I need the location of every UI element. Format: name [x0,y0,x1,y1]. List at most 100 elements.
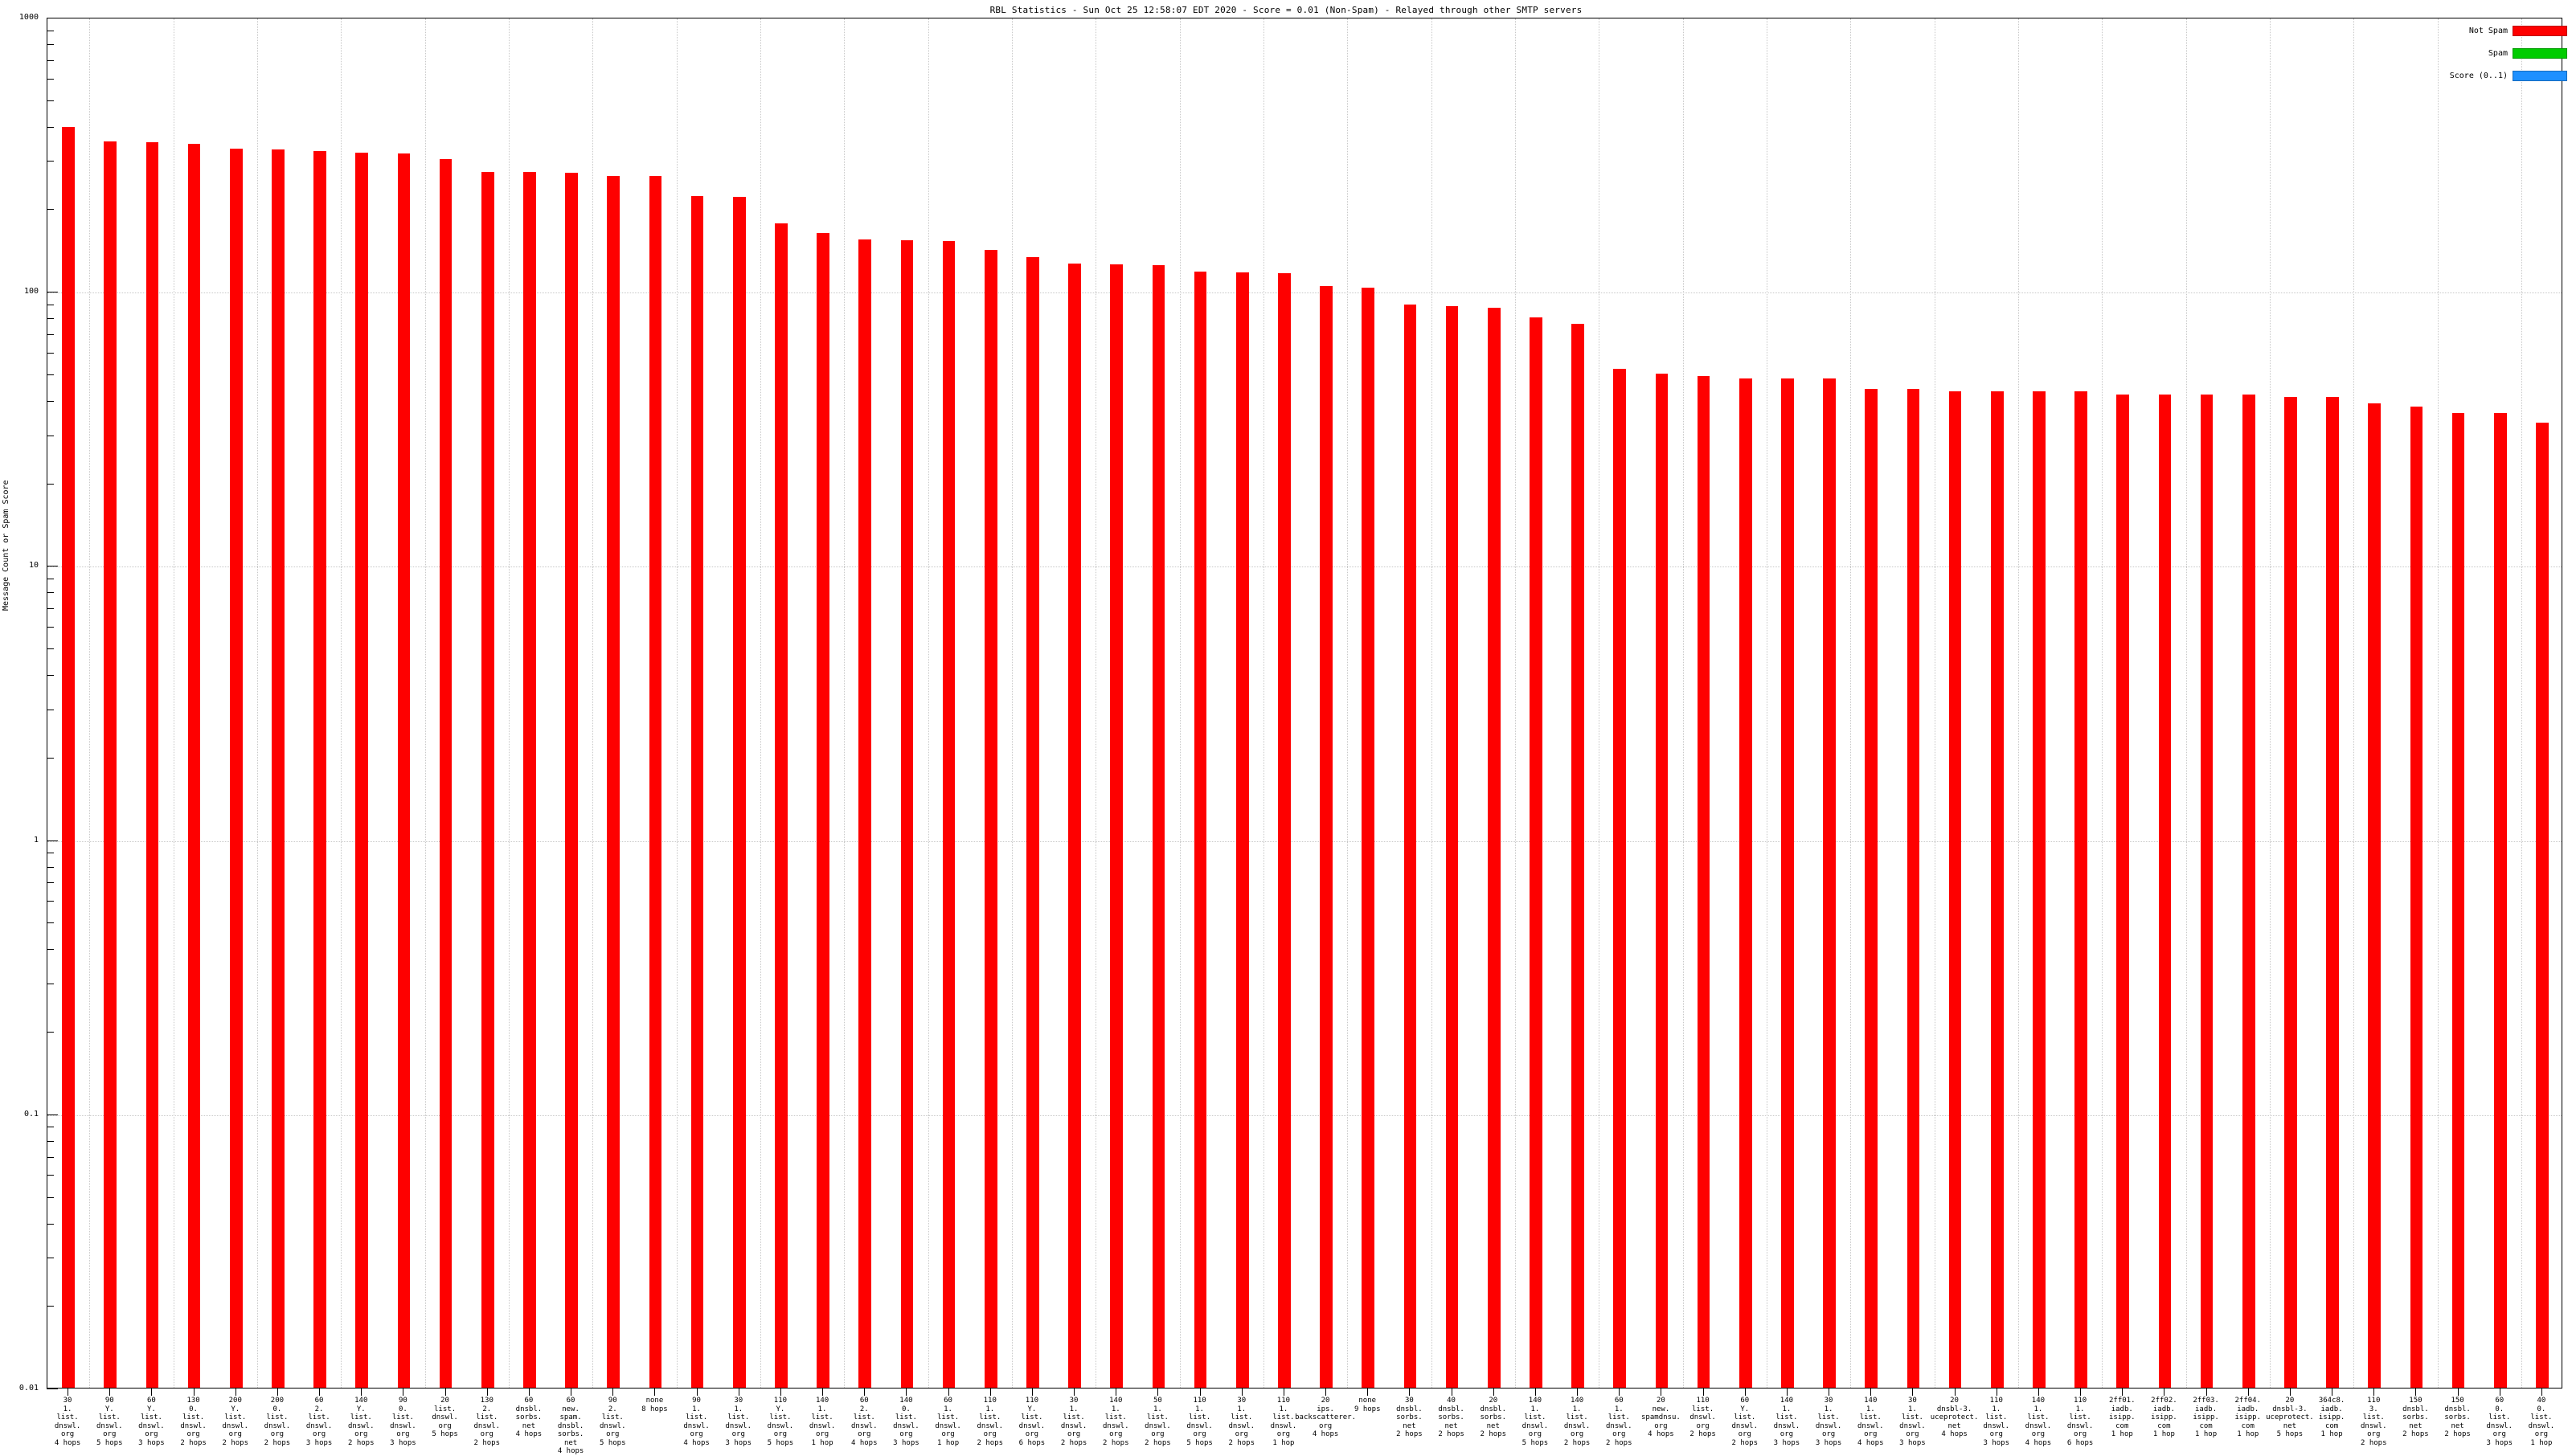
x-tick-label: 60 dnsbl. sorbs. net 4 hops [515,1397,543,1438]
bar [858,239,872,1388]
bar [775,223,788,1388]
v-gridline [676,18,678,1388]
y-tick-label: 100 [23,287,39,297]
bar [439,158,453,1388]
bar [649,176,662,1388]
bar [229,149,243,1388]
x-tick-label: 60 Y. list. dnswl. org 2 hops [1731,1397,1758,1447]
x-tick-label: 40 dnsbl. sorbs. net 2 hops [1438,1397,1464,1438]
bar [2493,412,2507,1388]
x-tick-label: 364c8. iadb. isipp. com 1 hop [2318,1397,2345,1438]
y-tick-minor [47,648,54,650]
x-tick [319,1389,321,1396]
bar [397,153,411,1388]
x-tick-label: 30 1. list. dnswl. org 3 hops [1899,1397,1926,1447]
bar [1571,323,1584,1388]
x-tick [780,1389,781,1396]
v-gridline [424,18,426,1388]
y-tick-label: 0.1 [23,1109,39,1119]
x-tick-label: 150 dnsbl. sorbs. net 2 hops [2444,1397,2471,1438]
y-tick-label: 1000 [18,13,39,22]
x-tick [1577,1389,1579,1396]
x-tick-label: 20 dnsbl-3. uceprotect. net 5 hops [2266,1397,2314,1438]
y-tick-minor [47,627,54,628]
bar [1403,305,1417,1388]
x-tick [2457,1389,2459,1396]
v-gridline [2521,18,2522,1388]
x-tick-label: 200 Y. list. dnswl. org 2 hops [222,1397,248,1447]
v-gridline [2353,18,2355,1388]
y-tick-minor [47,922,54,924]
v-gridline [1263,18,1264,1388]
x-tick [2415,1389,2417,1396]
x-tick-label: 60 2. list. dnswl. org 3 hops [305,1397,333,1447]
x-tick-label: none 8 hops [641,1397,668,1413]
v-gridline [1431,18,1432,1388]
x-tick [1325,1389,1327,1396]
y-tick-minor [47,374,54,375]
h-gridline [47,840,2562,842]
bar [1026,256,1039,1388]
y-tick-minor [47,1306,54,1307]
x-tick [2541,1389,2542,1396]
x-tick [1744,1389,1746,1396]
y-tick-minor [47,44,54,46]
v-gridline [2017,18,2019,1388]
x-tick [361,1389,362,1396]
v-gridline [508,18,510,1388]
legend-item: Score (0..1) [2406,66,2567,85]
bar [942,241,956,1388]
y-tick-minor [47,318,54,320]
h-gridline [47,566,2562,568]
bar [2284,397,2297,1388]
x-tick-label: 130 2. list. dnswl. org 2 hops [473,1397,500,1447]
y-tick-label: 10 [28,561,39,571]
x-tick-label: 30 1. list. dnswl. org 2 hops [1228,1397,1255,1447]
bar [1948,391,1962,1388]
bar [145,142,159,1388]
v-gridline [2437,18,2439,1388]
bar [1320,286,1333,1388]
y-tick-major [47,840,58,841]
x-tick-label: 110 1. list. dnswl. org 1 hop [1270,1397,1297,1447]
v-gridline [1682,18,1684,1388]
x-tick [989,1389,991,1396]
x-tick [2205,1389,2207,1396]
x-tick-label: 90 Y. list. dnswl. org 5 hops [96,1397,123,1447]
bar [1068,263,1081,1388]
plot-area [47,18,2562,1389]
bar [1655,373,1669,1388]
x-tick [2080,1389,2082,1396]
y-tick-minor [47,1032,54,1033]
y-tick-minor [47,1196,54,1198]
x-tick [1912,1389,1914,1396]
x-tick-label: 2ff04. iadb. isipp. com 1 hop [2234,1397,2261,1438]
y-tick-minor [47,1140,54,1142]
x-tick [1199,1389,1201,1396]
x-tick [948,1389,949,1396]
x-tick [444,1389,446,1396]
x-tick-label: 140 1. list. dnswl. org 5 hops [1521,1397,1549,1447]
x-tick [1367,1389,1369,1396]
x-tick [235,1389,236,1396]
x-tick-label: 20 list. dnswl. org 5 hops [432,1397,458,1438]
y-tick-minor [47,1175,54,1176]
bar [1445,306,1459,1388]
legend-item: Spam [2406,43,2567,63]
v-gridline [1179,18,1181,1388]
v-gridline [592,18,594,1388]
bar [1194,271,1207,1388]
x-tick-label: 140 1. list. dnswl. org 2 hops [1102,1397,1129,1447]
bar [1739,378,1752,1388]
x-tick-label: 140 1. list. dnswl. org 3 hops [1773,1397,1800,1447]
v-gridline [2269,18,2271,1388]
x-tick-label: 140 1. list. dnswl. org 4 hops [1857,1397,1884,1447]
x-tick-label: 20 dnsbl-3. uceprotect. net 4 hops [1930,1397,1979,1438]
v-gridline [928,18,929,1388]
x-tick-label: 110 1. list. dnswl. org 6 hops [2066,1397,2094,1447]
v-gridline [256,18,258,1388]
y-tick-minor [47,1156,54,1158]
x-tick [2038,1389,2039,1396]
y-tick-minor [47,866,54,868]
